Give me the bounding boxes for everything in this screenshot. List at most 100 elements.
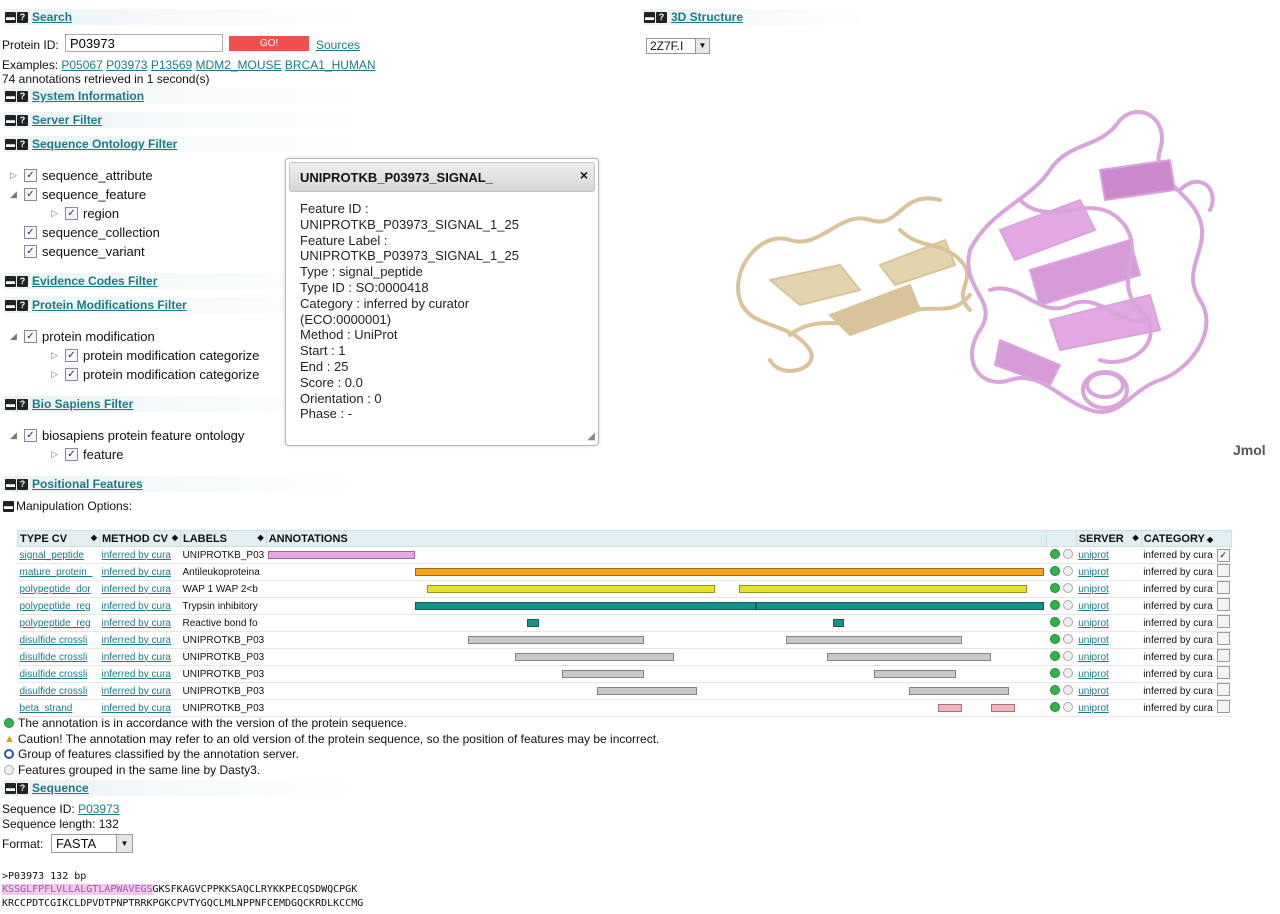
annotation-bar[interactable] xyxy=(991,704,1015,712)
collapse-icon[interactable]: ▬ xyxy=(5,138,16,150)
so-tree-item-sequence-collection[interactable]: ✓ sequence_collection xyxy=(24,225,160,240)
checkbox[interactable]: ✓ xyxy=(24,226,37,239)
tree-collapse-icon[interactable]: ◢ xyxy=(10,430,17,440)
server-link[interactable]: uniprot xyxy=(1078,600,1109,612)
server-link[interactable]: uniprot xyxy=(1078,702,1109,714)
collapse-icon[interactable]: ▬ xyxy=(5,398,16,410)
example-link-mdm2-mouse[interactable]: MDM2_MOUSE xyxy=(195,58,282,72)
popup-title-bar[interactable]: UNIPROTKB_P03973_SIGNAL_ xyxy=(289,162,595,192)
example-link-brca1-human[interactable]: BRCA1_HUMAN xyxy=(284,58,376,72)
example-link-p13569[interactable]: P13569 xyxy=(150,58,193,72)
annotation-bar[interactable] xyxy=(785,636,962,644)
method-cv-link[interactable]: inferred by cura xyxy=(101,702,171,714)
type-cv-link[interactable]: disulfide crossli xyxy=(19,668,88,680)
server-link[interactable]: uniprot xyxy=(1078,668,1109,680)
help-icon[interactable]: ? xyxy=(17,90,28,102)
annotation-bar[interactable] xyxy=(468,636,645,644)
annotation-bar[interactable] xyxy=(515,653,674,661)
structure-section-link[interactable]: 3D Structure xyxy=(671,10,744,24)
expand-icon[interactable]: ▬ xyxy=(5,90,16,102)
protein-id-input[interactable] xyxy=(65,34,223,52)
row-checkbox[interactable] xyxy=(1216,632,1230,645)
annotation-bar[interactable] xyxy=(268,551,416,559)
help-icon[interactable]: ? xyxy=(17,11,28,23)
annotation-bar[interactable] xyxy=(756,602,1045,610)
help-icon[interactable]: ? xyxy=(17,478,28,490)
type-cv-link[interactable]: mature_protein_ xyxy=(19,566,93,578)
checkbox[interactable]: ✓ xyxy=(24,188,37,201)
dasty-group-icon[interactable] xyxy=(1062,684,1073,695)
tree-expand-icon[interactable]: ▷ xyxy=(10,170,17,180)
expand-icon[interactable]: ▬ xyxy=(5,114,16,126)
row-checkbox[interactable]: ✓ xyxy=(1216,548,1230,562)
row-checkbox[interactable] xyxy=(1216,666,1230,679)
annotation-bar[interactable] xyxy=(938,704,962,712)
type-cv-link[interactable]: disulfide crossli xyxy=(19,651,88,663)
dasty-group-icon[interactable] xyxy=(1062,650,1073,661)
method-cv-link[interactable]: inferred by cura xyxy=(101,566,171,578)
expand-icon[interactable]: ▬ xyxy=(5,275,16,287)
collapse-icon[interactable]: ▬ xyxy=(5,299,16,311)
annotation-bar[interactable] xyxy=(826,653,992,661)
tree-collapse-icon[interactable]: ◢ xyxy=(10,189,17,199)
column-header-server[interactable]: SERVER ◆ xyxy=(1075,530,1142,547)
checkbox[interactable]: ✓ xyxy=(24,169,37,182)
type-cv-link[interactable]: disulfide crossli xyxy=(19,685,88,697)
example-link-p05067[interactable]: P05067 xyxy=(61,58,103,72)
so-tree-item-sequence-attribute[interactable]: ▷ ✓ sequence_attribute xyxy=(10,168,153,183)
help-icon[interactable]: ? xyxy=(17,138,28,150)
annotation-bar[interactable] xyxy=(415,568,1045,576)
close-icon[interactable]: × xyxy=(579,167,588,183)
type-cv-link[interactable]: polypeptide_reg xyxy=(19,600,91,612)
column-header-method-cv[interactable]: METHOD CV ◆ xyxy=(99,530,181,547)
row-checkbox[interactable] xyxy=(1216,683,1230,696)
type-cv-link[interactable]: polypeptide_dor xyxy=(19,583,91,595)
collapse-icon[interactable]: ▬ xyxy=(5,478,16,490)
row-checkbox[interactable] xyxy=(1216,598,1230,611)
server-link[interactable]: uniprot xyxy=(1078,583,1109,595)
help-icon[interactable]: ? xyxy=(17,114,28,126)
annotation-bar[interactable] xyxy=(597,687,698,695)
bs-tree-item-feature[interactable]: ▷ ✓ feature xyxy=(51,447,123,462)
tree-expand-icon[interactable]: ▷ xyxy=(51,369,58,379)
type-cv-link[interactable]: disulfide crossli xyxy=(19,634,88,646)
checkbox[interactable]: ✓ xyxy=(65,448,78,461)
tree-collapse-icon[interactable]: ◢ xyxy=(10,331,17,341)
sequence-id-link[interactable]: P03973 xyxy=(78,802,120,816)
server-link[interactable]: uniprot xyxy=(1078,685,1109,697)
annotation-bar[interactable] xyxy=(562,670,645,678)
annotation-bar[interactable] xyxy=(426,585,715,593)
search-section-link[interactable]: Search xyxy=(32,10,73,24)
server-link[interactable]: uniprot xyxy=(1078,634,1109,646)
method-cv-link[interactable]: inferred by cura xyxy=(101,685,171,697)
dasty-group-icon[interactable] xyxy=(1062,599,1073,610)
chevron-down-icon[interactable]: ▼ xyxy=(695,39,709,53)
pm-tree-item-protein-modification[interactable]: ◢ ✓ protein modification xyxy=(10,329,155,344)
collapse-icon[interactable]: ▬ xyxy=(644,11,655,23)
type-cv-link[interactable]: beta_strand xyxy=(19,702,73,714)
dasty-group-icon[interactable] xyxy=(1062,701,1073,712)
help-icon[interactable]: ? xyxy=(17,398,28,410)
resize-handle-icon[interactable]: ◢ xyxy=(587,431,595,442)
method-cv-link[interactable]: inferred by cura xyxy=(101,634,171,646)
checkbox[interactable]: ✓ xyxy=(24,330,37,343)
expand-icon[interactable]: ▬ xyxy=(3,500,14,512)
method-cv-link[interactable]: inferred by cura xyxy=(101,549,171,561)
type-cv-link[interactable]: polypeptide_reg xyxy=(19,617,91,629)
column-header-type-cv[interactable]: TYPE CV ◆ xyxy=(17,530,100,547)
jmol-molecule-view[interactable] xyxy=(700,80,1260,440)
format-select[interactable]: FASTA ▼ xyxy=(51,834,133,853)
example-link-p03973[interactable]: P03973 xyxy=(106,58,148,72)
method-cv-link[interactable]: inferred by cura xyxy=(101,651,171,663)
method-cv-link[interactable]: inferred by cura xyxy=(101,600,171,612)
dasty-group-icon[interactable] xyxy=(1062,633,1073,644)
row-checkbox[interactable] xyxy=(1216,700,1230,713)
bs-tree-item-ontology[interactable]: ◢ ✓ biosapiens protein feature ontology xyxy=(10,428,244,443)
row-checkbox[interactable] xyxy=(1216,564,1230,577)
pm-tree-item-category-1[interactable]: ▷ ✓ protein modification categorize xyxy=(51,348,259,363)
checkbox[interactable]: ✓ xyxy=(65,349,78,362)
dasty-group-icon[interactable] xyxy=(1062,616,1073,627)
help-icon[interactable]: ? xyxy=(17,275,28,287)
sequence-section-link[interactable]: Sequence xyxy=(32,781,89,795)
row-checkbox[interactable] xyxy=(1216,615,1230,628)
